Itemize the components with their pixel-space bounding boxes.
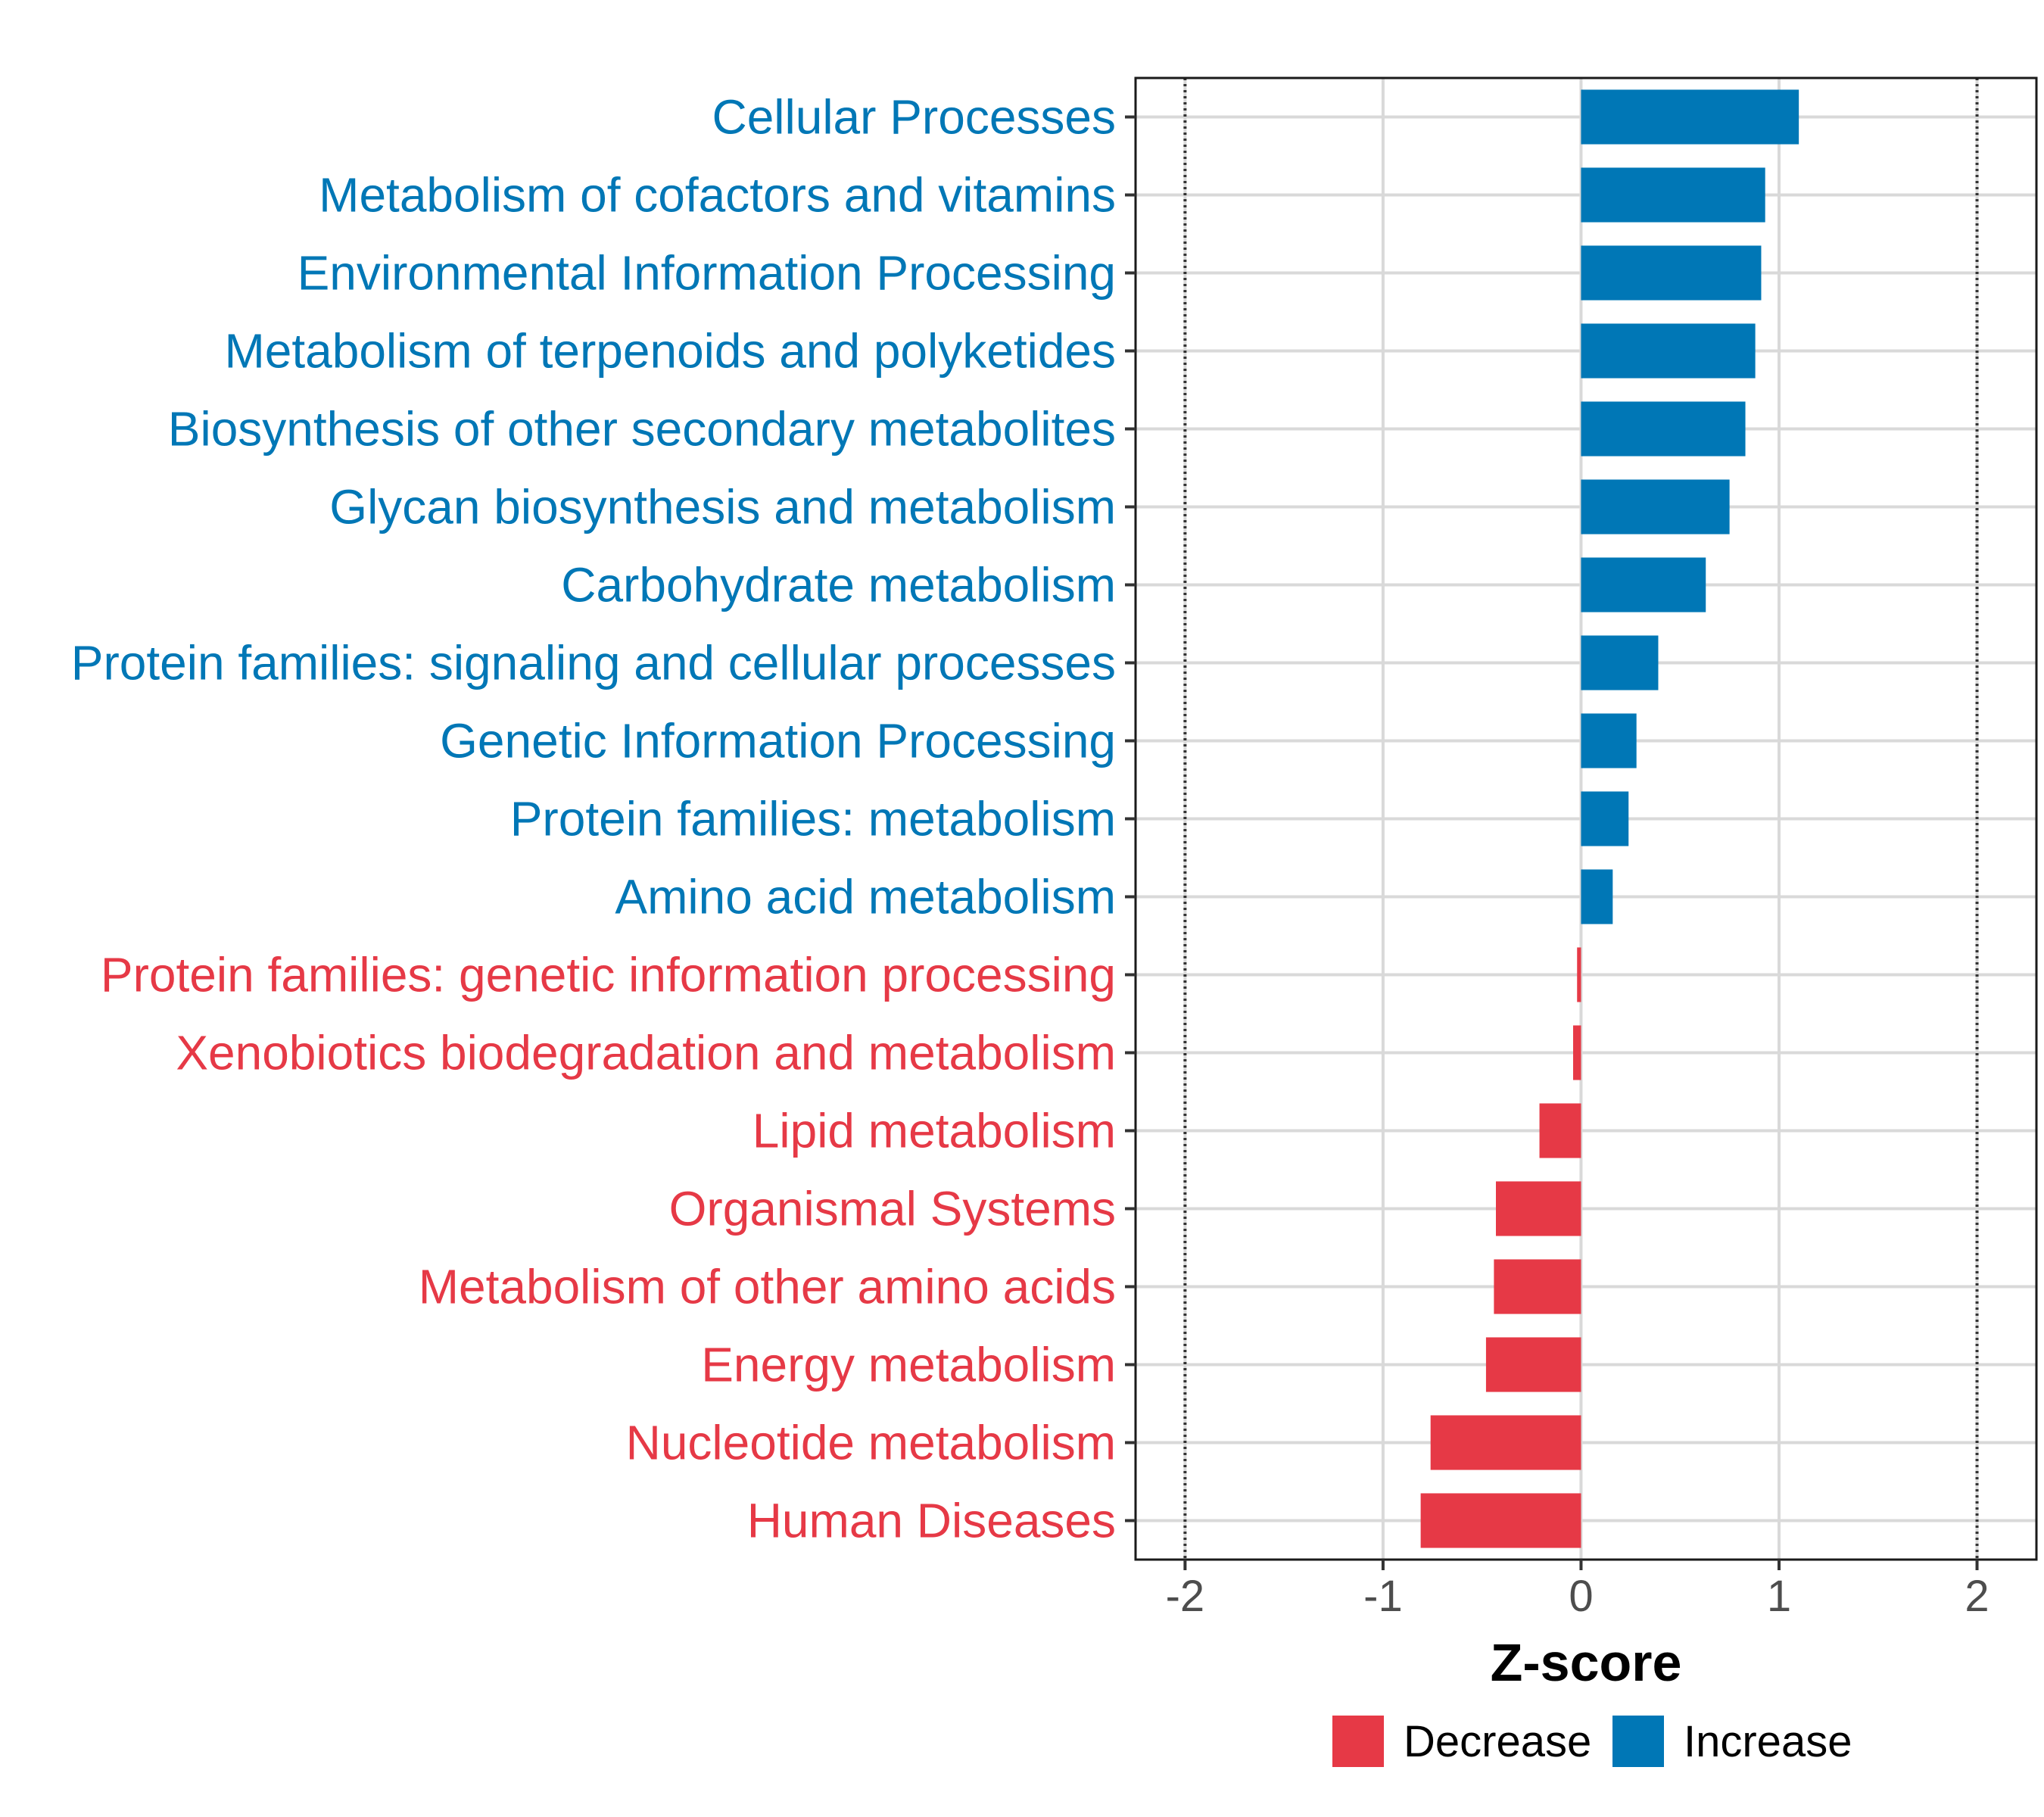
bar xyxy=(1581,479,1730,535)
category-label: Human Diseases xyxy=(747,1494,1116,1548)
bar xyxy=(1581,245,1762,301)
category-label: Metabolism of other amino acids xyxy=(419,1260,1116,1314)
bar xyxy=(1420,1493,1581,1548)
bar xyxy=(1430,1415,1581,1470)
category-label: Xenobiotics biodegradation and metabolis… xyxy=(176,1026,1116,1080)
category-label: Biosynthesis of other secondary metaboli… xyxy=(168,402,1116,457)
bar xyxy=(1581,557,1706,612)
x-tick-label: 2 xyxy=(1965,1572,1989,1621)
category-label: Lipid metabolism xyxy=(752,1104,1116,1158)
category-label: Environmental Information Processing xyxy=(298,246,1116,301)
bar xyxy=(1581,167,1765,223)
y-axis-ticks xyxy=(1125,115,1136,1522)
category-label: Genetic Information Processing xyxy=(440,714,1116,768)
category-label: Amino acid metabolism xyxy=(615,870,1116,924)
x-axis-title: Z-score xyxy=(1491,1633,1682,1692)
category-label: Protein families: signaling and cellular… xyxy=(71,636,1116,690)
x-tick-label: 0 xyxy=(1569,1572,1593,1621)
category-label: Glycan biosynthesis and metabolism xyxy=(329,480,1116,535)
legend-label: Increase xyxy=(1684,1717,1852,1766)
legend-swatch xyxy=(1612,1716,1664,1767)
bar xyxy=(1581,323,1756,379)
y-axis-labels: Cellular Processes Metabolism of cofactor… xyxy=(71,90,1116,1548)
reference-lines xyxy=(1183,78,1979,1560)
category-label: Cellular Processes xyxy=(712,90,1116,145)
x-axis-ticks: -2 -1 0 1 2 xyxy=(1166,1560,1989,1621)
bar xyxy=(1581,635,1659,690)
bar xyxy=(1581,869,1613,924)
category-label: Organismal Systems xyxy=(669,1182,1116,1236)
legend-label: Decrease xyxy=(1404,1717,1591,1766)
bar xyxy=(1581,791,1629,846)
x-tick-label: -1 xyxy=(1363,1572,1403,1621)
legend: Decrease Increase xyxy=(1332,1716,1852,1767)
bars xyxy=(1420,89,1799,1548)
category-label: Protein families: metabolism xyxy=(510,792,1116,846)
bar xyxy=(1494,1259,1581,1314)
category-label: Metabolism of cofactors and vitamins xyxy=(319,168,1116,223)
legend-swatch xyxy=(1332,1716,1384,1767)
bar xyxy=(1581,401,1746,457)
category-label: Nucleotide metabolism xyxy=(626,1416,1116,1470)
bar xyxy=(1581,89,1799,145)
bar xyxy=(1539,1103,1581,1158)
bar xyxy=(1577,947,1581,1002)
bar xyxy=(1496,1181,1581,1236)
x-tick-label: 1 xyxy=(1767,1572,1791,1621)
category-label: Energy metabolism xyxy=(701,1338,1116,1392)
category-label: Protein families: genetic information pr… xyxy=(101,948,1116,1002)
category-label: Metabolism of terpenoids and polyketides xyxy=(224,324,1116,379)
category-label: Carbohydrate metabolism xyxy=(561,558,1116,612)
bar xyxy=(1581,713,1637,768)
bar xyxy=(1485,1337,1581,1392)
bar xyxy=(1573,1025,1581,1080)
x-tick-label: -2 xyxy=(1166,1572,1205,1621)
